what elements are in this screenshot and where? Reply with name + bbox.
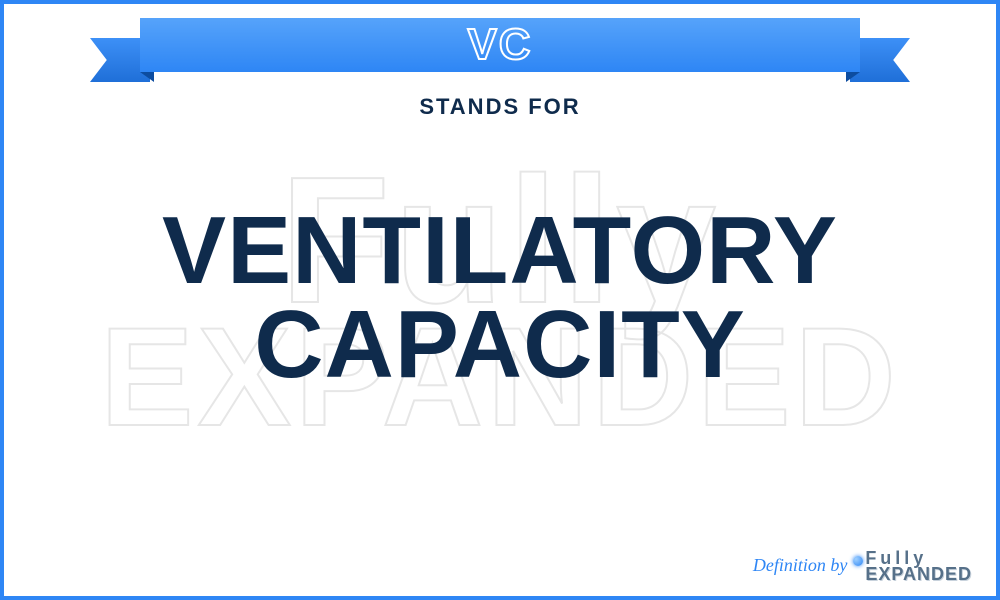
abbreviation-text: VC [467, 20, 532, 70]
credit-logo-line2: EXPANDED [865, 566, 972, 582]
credit-label: Definition by [753, 555, 847, 576]
ribbon-fold-left [140, 72, 154, 82]
ribbon-main: VC [140, 18, 860, 72]
credit-logo: Fully EXPANDED [859, 550, 972, 582]
credit-block: Definition by Fully EXPANDED [753, 550, 972, 582]
card-frame: Fully EXPANDED VC STANDS FOR VENTILATORY… [0, 0, 1000, 600]
ribbon-banner: VC [90, 18, 910, 80]
definition-text: VENTILATORY CAPACITY [44, 204, 956, 392]
ribbon-fold-right [846, 72, 860, 82]
stands-for-label: STANDS FOR [4, 94, 996, 120]
